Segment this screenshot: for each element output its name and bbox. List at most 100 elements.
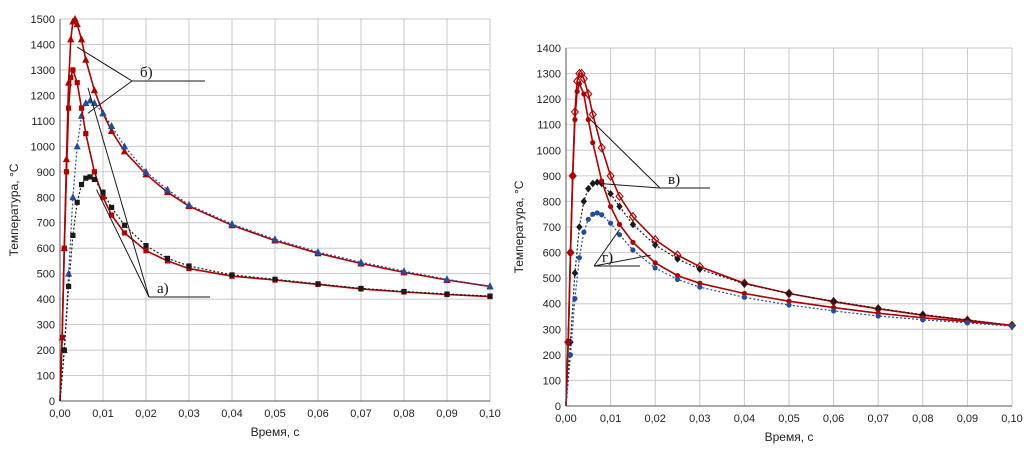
data-point [875,304,882,313]
y-tick-label: 500 [543,273,561,285]
series-line [565,81,1013,407]
annotation-label: г) [602,250,613,266]
x-tick-label: 0,04 [221,408,242,420]
y-tick-label: 200 [37,345,55,357]
data-point [61,347,67,353]
data-point [741,279,748,288]
data-point [68,74,74,81]
data-point [83,131,89,137]
data-point [585,184,592,193]
data-point [143,248,149,254]
data-point [741,294,748,300]
data-point [785,289,793,298]
data-point [964,320,971,326]
data-point [100,194,106,200]
data-point [576,223,583,231]
data-point [444,291,450,297]
x-tick-label: 0,07 [867,413,888,425]
data-point [575,68,584,79]
y-axis-label: Температура, °С [7,163,21,256]
data-point [82,55,90,63]
x-tick-label: 0,07 [350,408,371,420]
y-tick-label: 400 [37,294,55,306]
data-point [66,105,72,111]
data-point [608,220,614,226]
data-point [875,313,881,319]
y-tick-label: 1500 [31,14,55,26]
data-point [652,260,658,266]
data-point [142,167,150,175]
data-point [570,173,576,179]
data-point [606,171,615,181]
data-point [599,178,605,184]
series-1 [59,96,494,402]
annotation-leader [87,80,133,114]
data-point [579,73,588,84]
data-point [784,288,794,299]
y-tick-label: 0 [49,396,55,408]
data-point [629,220,637,229]
y-tick-label: 0 [555,401,561,413]
x-tick-label: 0,00 [555,413,576,425]
x-tick-label: 0,10 [479,408,500,420]
data-point [143,243,149,249]
chart-right: 0,00 0,01 0,02 0,03 0,04 0,05 0,06 0,07 0,08 0,09… [512,43,1023,444]
data-point [82,99,90,107]
data-point [400,267,408,275]
x-tick-label: 0,01 [92,408,113,420]
data-point [108,121,116,129]
data-point [121,230,128,236]
data-point [74,199,80,205]
data-point [70,67,76,73]
data-point [589,179,596,188]
annotation: а) [87,87,210,298]
data-point [652,265,658,271]
series-0 [58,15,494,402]
data-point [61,245,67,251]
x-tick-label: 0,05 [264,408,285,420]
data-point [572,296,578,302]
data-point [786,302,792,308]
series-line [59,99,491,402]
annotation-leader [593,254,651,267]
y-tick-label: 600 [543,248,561,260]
series-0 [564,68,1017,407]
data-point [78,105,85,111]
x-tick-label: 0,03 [178,408,199,420]
data-point [590,140,596,146]
data-point [185,200,193,208]
x-tick-label: 0,09 [436,408,457,420]
data-point [186,263,192,269]
data-point [73,20,81,28]
data-point [674,255,681,263]
y-tick-label: 100 [543,375,561,387]
data-point [59,334,65,340]
data-point [74,80,80,86]
y-tick-label: 1200 [537,94,561,106]
data-point [78,181,85,188]
data-point [83,175,89,181]
data-point [65,269,73,277]
y-tick-label: 600 [37,243,55,255]
data-point [567,249,574,256]
data-point [597,142,606,153]
data-point [272,276,278,282]
data-point [163,185,172,193]
annotation: б) [76,46,205,114]
data-point [786,298,792,304]
annotation: г) [593,229,651,267]
data-point [831,308,837,314]
data-point [108,127,116,135]
annotation-leader [87,87,150,298]
y-tick-label: 1400 [31,39,55,51]
data-point [576,255,582,261]
y-tick-label: 1000 [31,141,55,153]
annotation-leader [599,183,661,189]
data-point [588,109,597,120]
x-tick-label: 0,02 [644,413,665,425]
x-tick-label: 0,05 [778,413,799,425]
data-point [357,258,365,266]
series-3 [59,174,493,402]
data-point [581,91,587,97]
data-point [77,35,86,43]
